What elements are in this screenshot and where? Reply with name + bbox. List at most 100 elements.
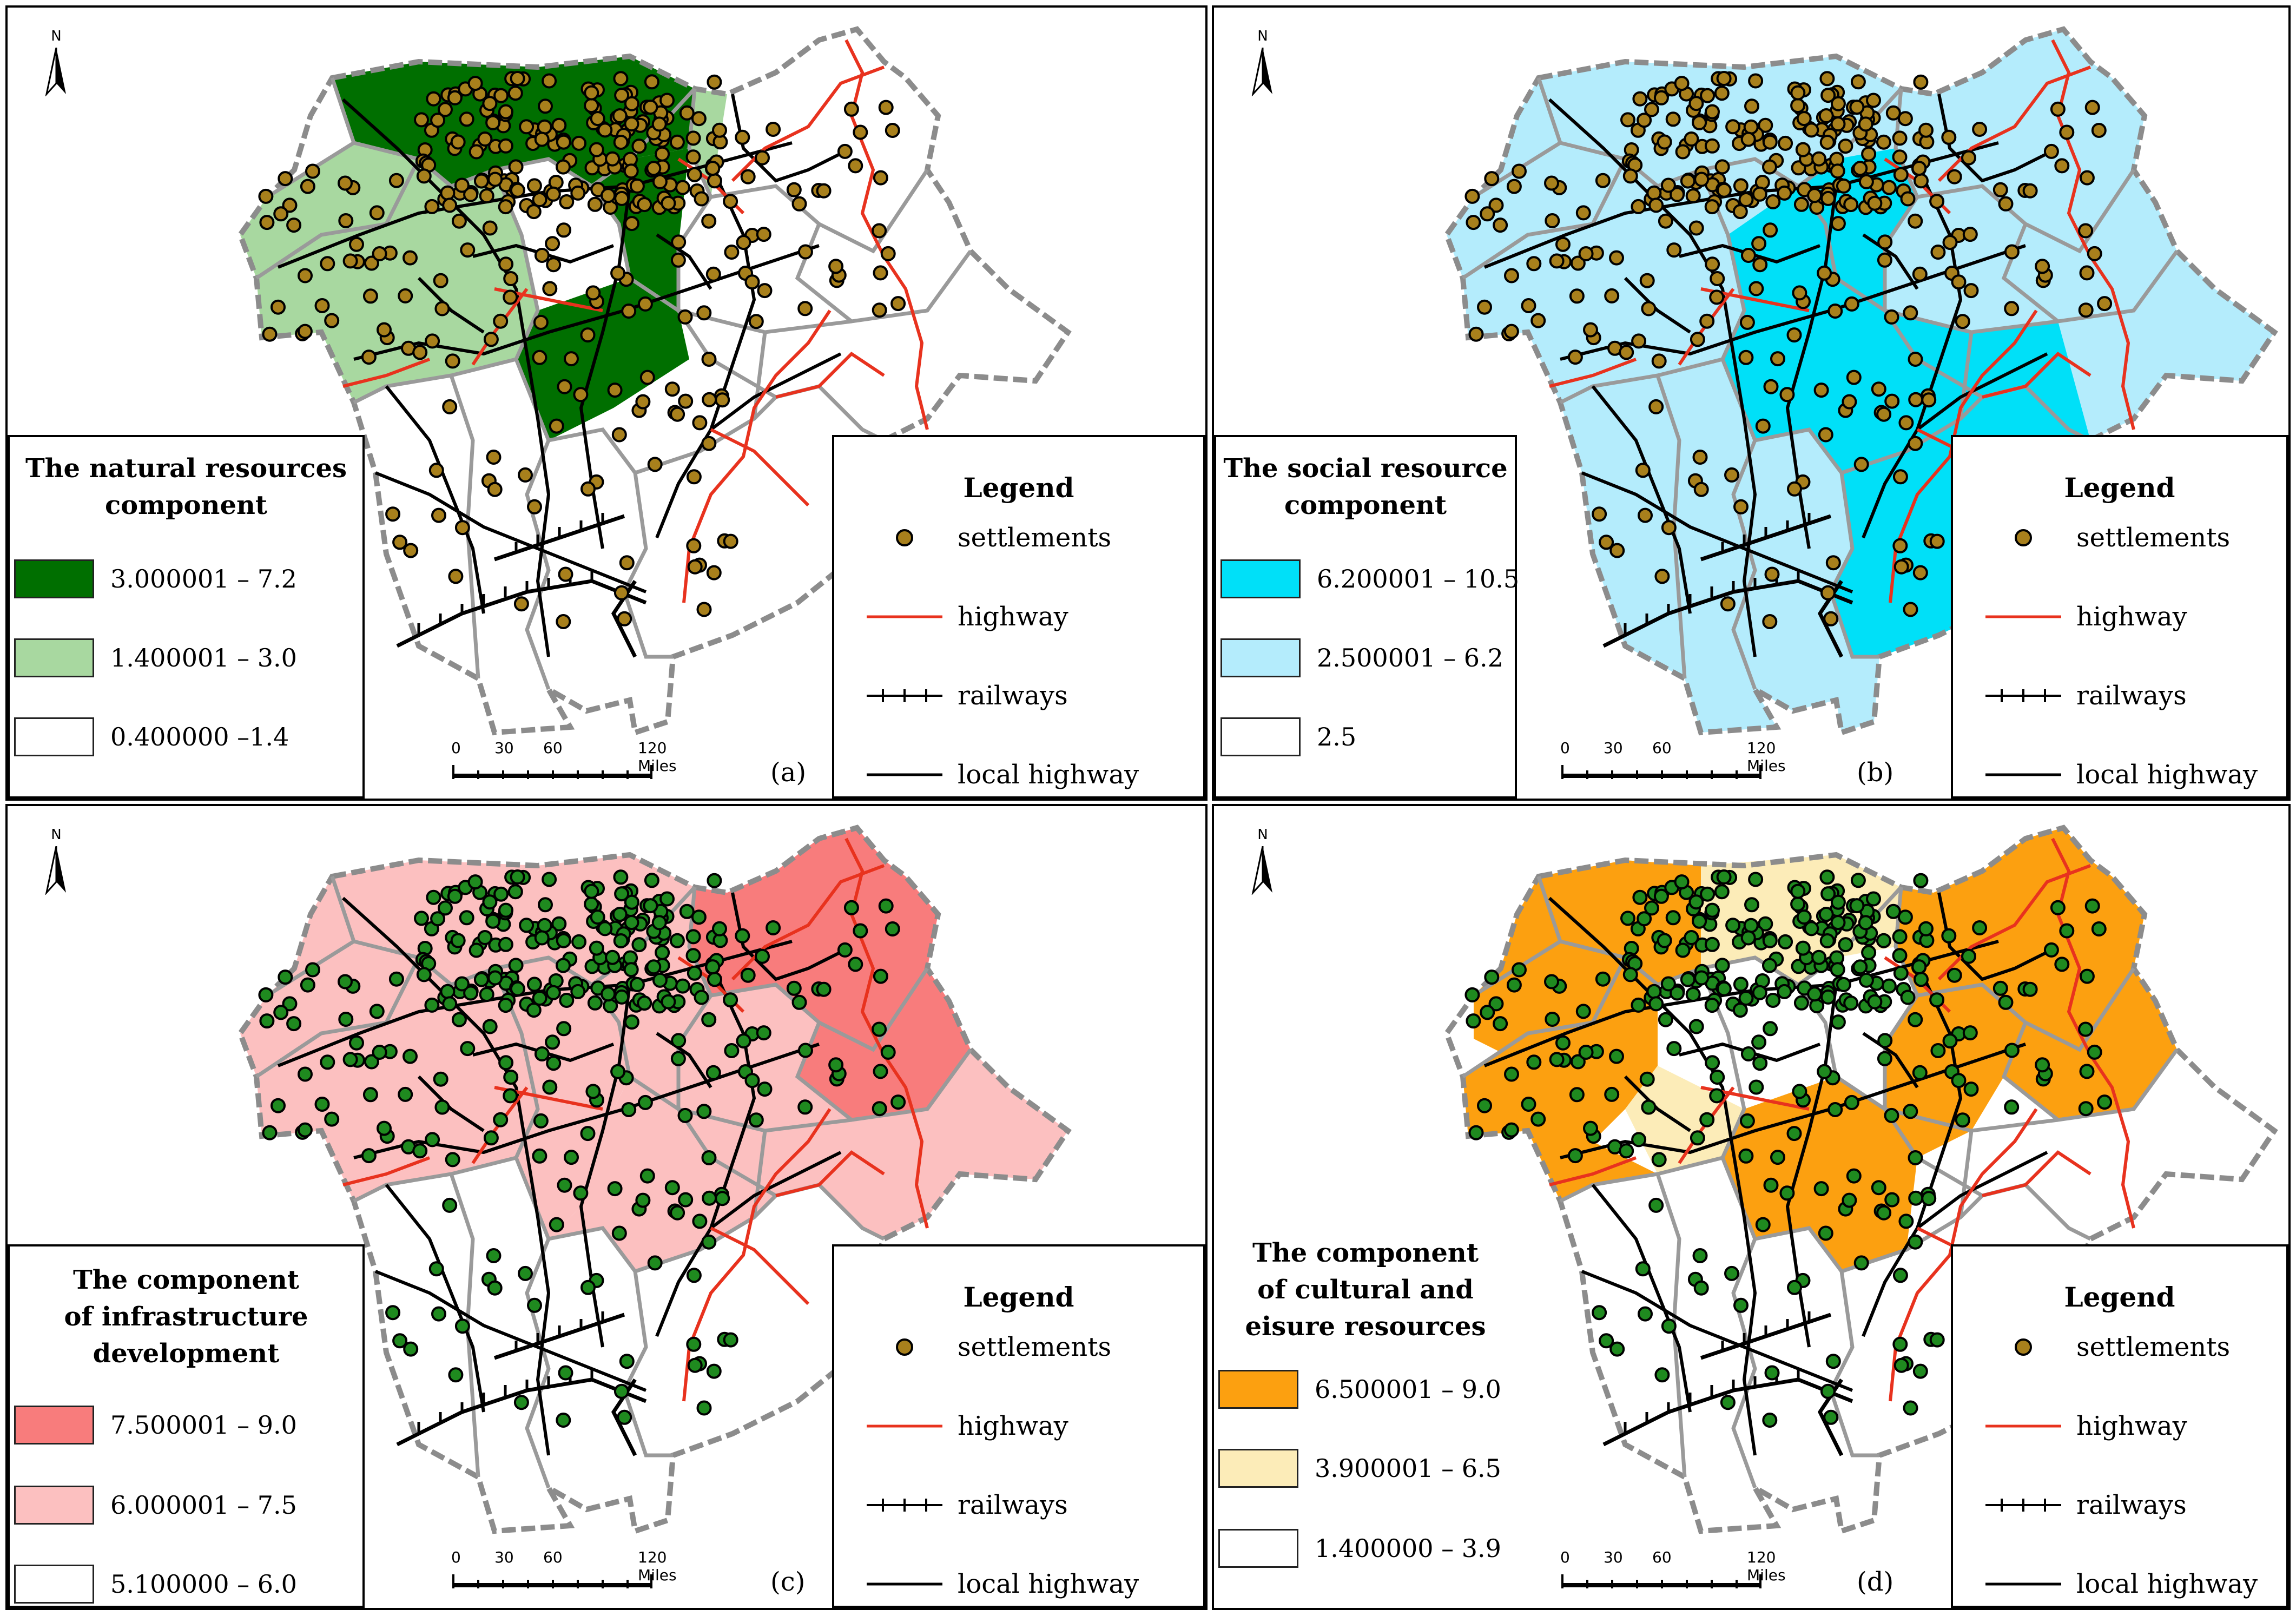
settlement-point (1609, 543, 1625, 558)
settlement-point (361, 1148, 377, 1164)
settlement-point (619, 555, 635, 571)
settlement-point (614, 190, 630, 206)
settlement-point (1484, 171, 1500, 187)
settlement-point (1725, 119, 1741, 135)
settlement-point (1752, 985, 1767, 1000)
north-arrow: N (1246, 28, 1279, 98)
settlement-point (442, 399, 458, 414)
settlement-point (1908, 1190, 1924, 1206)
scale-tick: 30 (1604, 1548, 1623, 1566)
settlement-point (440, 185, 456, 201)
settlement-point (872, 1021, 887, 1037)
settlement-point (757, 283, 773, 299)
settlement-point (486, 1248, 502, 1263)
settlement-point (270, 299, 286, 315)
class-swatch (1218, 1449, 1298, 1488)
settlement-point (2084, 898, 2100, 914)
settlement-point (1592, 1305, 1607, 1321)
settlement-point (545, 186, 561, 202)
settlement-point (1787, 1279, 1802, 1295)
settlement-point (369, 205, 385, 221)
settlement-point (1961, 150, 1976, 166)
settlement-point (1693, 481, 1709, 497)
settlement-point (735, 129, 750, 145)
settlement-point (828, 1057, 844, 1073)
settlement-point (646, 161, 662, 176)
settlement-point (1555, 236, 1571, 252)
settlement-point (671, 234, 687, 250)
panel-label: (c) (770, 1567, 806, 1597)
settlement-point (2050, 900, 2066, 915)
settlement-point (1604, 1086, 1620, 1102)
settlement-point (885, 921, 900, 936)
settlement-point (1670, 187, 1685, 202)
settlement-point (1830, 163, 1845, 179)
settlement-point (712, 921, 727, 936)
settlement-point (2035, 1057, 2050, 1073)
settlement-point (425, 333, 440, 349)
settlement-point (519, 119, 535, 135)
settlement-point (556, 1021, 572, 1037)
settlement-dot-icon (896, 1338, 913, 1356)
legend-label: railways (2076, 1490, 2187, 1520)
settlement-point (403, 543, 419, 558)
settlement-point (503, 271, 519, 286)
settlement-point (1908, 436, 1923, 451)
settlement-point (258, 987, 274, 1002)
settlement-point (701, 436, 717, 451)
settlement-point (1555, 1035, 1571, 1051)
settlement-point (1911, 161, 1927, 176)
settlement-point (1690, 332, 1705, 347)
scale-tick: 0 (451, 1548, 461, 1566)
settlement-point (624, 116, 639, 132)
settlement-point (1963, 283, 1979, 299)
settlement-point (1724, 467, 1739, 483)
settlement-point (1763, 222, 1778, 238)
settlement-point (1836, 977, 1851, 992)
settlement-point (433, 273, 448, 288)
settlement-point (533, 314, 549, 330)
settlement-point (1720, 596, 1736, 612)
settlement-point (1804, 122, 1819, 138)
settlement-point (1661, 520, 1677, 536)
settlement-point (694, 191, 709, 207)
settlement-point (498, 199, 513, 215)
settlement-point (1660, 177, 1676, 193)
settlement-point (556, 1413, 571, 1428)
legend-item-railways: railways (867, 674, 1068, 717)
settlement-point (493, 1112, 509, 1127)
settlement-point (685, 948, 701, 964)
settlement-point (1820, 886, 1836, 902)
legend-title: Legend (2064, 1281, 2175, 1313)
scale-tick: 0 (451, 739, 461, 757)
north-arrow: N (40, 827, 72, 897)
settlement-point (756, 227, 771, 242)
settlement-point (601, 986, 616, 1002)
settlement-point (843, 900, 859, 915)
settlement-point (430, 911, 446, 927)
settlement-point (448, 569, 464, 584)
settlement-point (691, 111, 707, 127)
settlement-point (493, 886, 509, 902)
class-row-low: 5.100000 – 6.0 (14, 1562, 297, 1606)
settlement-point (607, 382, 623, 398)
north-label: N (1257, 28, 1268, 44)
settlement-point (631, 138, 647, 154)
settlement-point (1578, 246, 1594, 261)
settlement-point (623, 962, 639, 978)
settlement-point (1575, 1004, 1591, 1019)
legend-label: settlements (958, 523, 1112, 553)
north-label: N (1257, 827, 1268, 843)
settlement-point (503, 289, 518, 305)
black-line-icon (1985, 773, 2061, 776)
settlement-point (707, 972, 722, 987)
settlement-point (1843, 995, 1859, 1011)
settlement-point (546, 257, 562, 273)
settlement-point (679, 105, 695, 121)
settlement-point (1733, 1297, 1749, 1313)
settlement-point (542, 73, 557, 89)
settlement-point (286, 1016, 302, 1032)
settlement-point (273, 206, 289, 222)
settlement-point (692, 1213, 708, 1229)
settlement-point (1881, 180, 1897, 195)
